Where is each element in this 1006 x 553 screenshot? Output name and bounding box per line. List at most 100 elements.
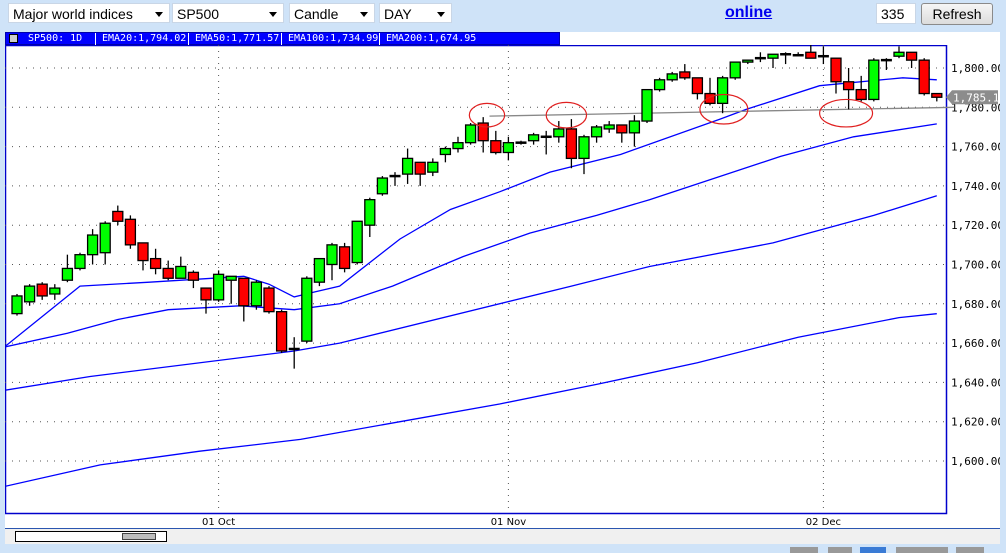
candle bbox=[275, 309, 288, 353]
chart-panel: SP500: 1D EMA20:1,794.02 EMA50:1,771.57 … bbox=[5, 32, 1000, 544]
candle bbox=[61, 254, 74, 283]
bottom-button[interactable] bbox=[828, 547, 852, 553]
candle-body-up bbox=[578, 136, 590, 160]
candle-body-up bbox=[86, 234, 99, 256]
candle bbox=[628, 115, 641, 147]
online-status-link[interactable]: online bbox=[725, 4, 773, 21]
candle-body-up bbox=[313, 257, 326, 283]
y-tick-label: 1,780.00 bbox=[951, 101, 1000, 114]
candle bbox=[792, 52, 804, 57]
candle bbox=[351, 220, 363, 265]
candle bbox=[590, 124, 603, 143]
chevron-down-icon bbox=[155, 12, 163, 17]
candle bbox=[754, 52, 766, 63]
plot-frame bbox=[5, 45, 948, 515]
candle-body-up bbox=[868, 59, 880, 101]
chart-menu-icon[interactable] bbox=[9, 34, 18, 43]
candle bbox=[175, 256, 187, 279]
candle-body-up bbox=[61, 267, 74, 281]
refresh-button[interactable]: Refresh bbox=[921, 3, 993, 25]
candle-body-down bbox=[704, 92, 716, 105]
bottom-button[interactable] bbox=[896, 547, 948, 553]
candle-body-up bbox=[590, 126, 603, 138]
candle-body-up bbox=[225, 275, 237, 281]
candle-body-down bbox=[36, 283, 48, 297]
candle-body-up bbox=[464, 124, 477, 144]
candle-body-up bbox=[527, 134, 540, 142]
candle bbox=[704, 77, 716, 106]
chevron-down-icon bbox=[269, 12, 277, 17]
candle bbox=[515, 140, 527, 145]
candle-body-up bbox=[99, 222, 111, 254]
chart-type-select-value: Candle bbox=[294, 6, 339, 22]
candle bbox=[905, 51, 918, 68]
candle bbox=[212, 270, 225, 302]
symbol-select-value: SP500 bbox=[177, 6, 220, 22]
candle bbox=[124, 215, 137, 249]
candle-body-up bbox=[666, 73, 678, 81]
candle bbox=[477, 117, 489, 153]
candle bbox=[666, 71, 678, 82]
chart-type-select[interactable]: Candle bbox=[289, 3, 375, 23]
candle-body-up bbox=[427, 161, 439, 173]
candle-body-down bbox=[679, 71, 691, 79]
candle-body-up bbox=[364, 199, 376, 226]
symbol-select[interactable]: SP500 bbox=[172, 3, 284, 23]
bottom-button[interactable] bbox=[956, 547, 984, 553]
bars-count-input[interactable] bbox=[876, 3, 916, 24]
candle-body-down bbox=[931, 92, 943, 98]
candle bbox=[653, 77, 666, 92]
symbol-label: SP500: 1D bbox=[28, 33, 83, 44]
candle bbox=[805, 45, 817, 59]
market-select-value: Major world indices bbox=[13, 6, 133, 22]
candle-body-down bbox=[805, 51, 817, 59]
candle-body-up bbox=[212, 273, 225, 301]
y-tick-label: 1,680.00 bbox=[951, 298, 1000, 311]
bottom-button[interactable] bbox=[860, 547, 886, 553]
candle bbox=[376, 176, 389, 196]
horizontal-scrollbar[interactable] bbox=[15, 531, 167, 542]
period-select[interactable]: DAY bbox=[379, 3, 452, 23]
scrollbar-thumb[interactable] bbox=[122, 533, 156, 540]
candle bbox=[767, 53, 779, 68]
candle-body-down bbox=[477, 122, 489, 142]
candle bbox=[527, 132, 540, 145]
candlestick-chart[interactable]: 1,600.00 1,620.00 1,640.00 1,660.00 1,680.00… bbox=[5, 45, 1000, 528]
candle-body-up bbox=[452, 142, 464, 150]
candle bbox=[301, 276, 313, 344]
y-tick-label: 1,760.00 bbox=[951, 141, 1000, 154]
candle-body-up bbox=[641, 88, 653, 122]
candle bbox=[931, 92, 943, 102]
candle bbox=[502, 136, 515, 161]
candle-body-down bbox=[616, 124, 628, 134]
candle-body-down bbox=[238, 277, 250, 307]
candle bbox=[149, 248, 162, 275]
candle-body-up bbox=[767, 53, 779, 59]
candle bbox=[464, 123, 477, 145]
candle bbox=[49, 284, 61, 300]
candle-body-up bbox=[401, 157, 414, 175]
candle bbox=[553, 121, 565, 143]
market-select[interactable]: Major world indices bbox=[8, 3, 170, 23]
candle bbox=[842, 68, 855, 110]
ema50-label: EMA50:1,771.57 bbox=[188, 33, 279, 45]
y-tick-label: 1,740.00 bbox=[951, 180, 1000, 193]
ema100-label: EMA100:1,734.99 bbox=[281, 33, 378, 45]
bottom-button[interactable] bbox=[790, 547, 818, 553]
candle bbox=[187, 270, 200, 289]
candle bbox=[452, 136, 464, 153]
candle bbox=[313, 257, 326, 287]
candle bbox=[540, 130, 552, 155]
annotation-ellipse bbox=[819, 98, 874, 128]
chart-header-bar: SP500: 1D EMA20:1,794.02 EMA50:1,771.57 … bbox=[5, 32, 560, 45]
candle bbox=[780, 52, 792, 65]
candle-body-up bbox=[326, 244, 338, 266]
annotation-ellipse bbox=[468, 102, 506, 128]
candle bbox=[401, 148, 414, 184]
candle-body-up bbox=[49, 287, 61, 295]
candle-body-up bbox=[628, 120, 641, 134]
candle-body-up bbox=[553, 128, 565, 138]
candle-body-down bbox=[338, 246, 351, 270]
candle bbox=[742, 59, 754, 65]
candle bbox=[86, 229, 99, 265]
